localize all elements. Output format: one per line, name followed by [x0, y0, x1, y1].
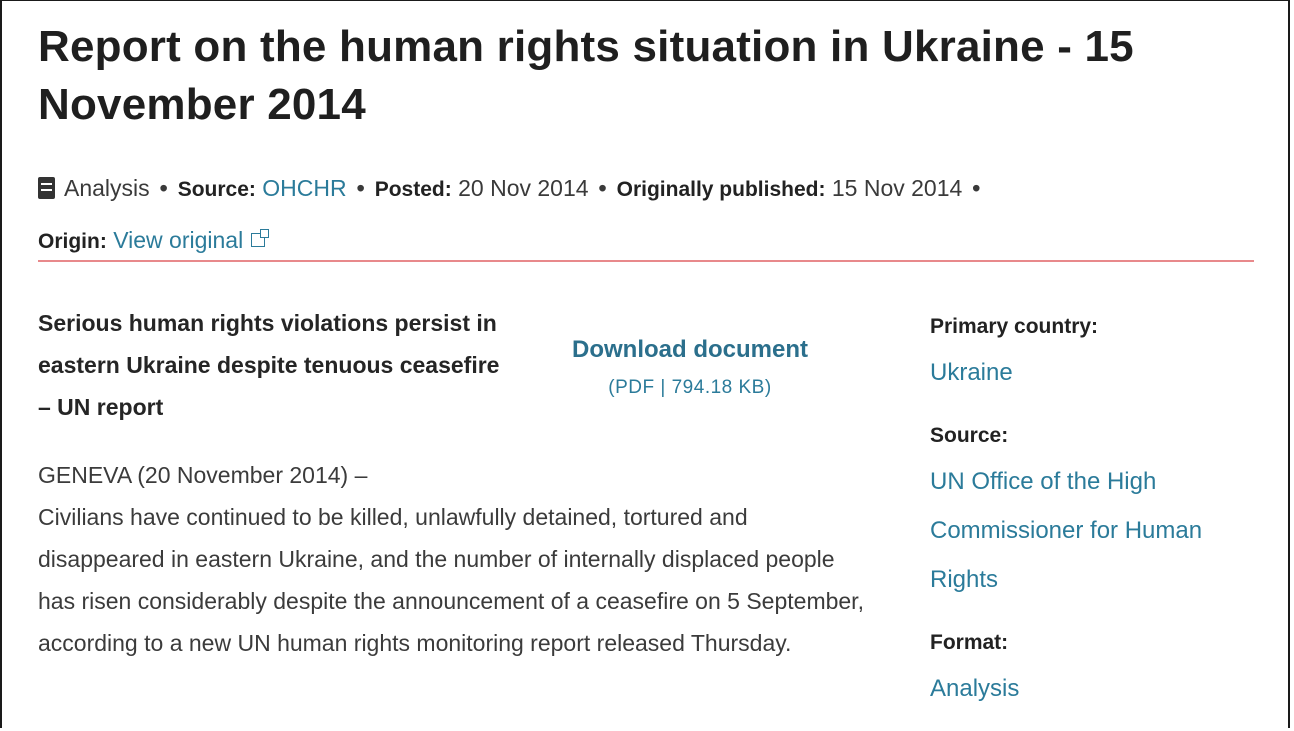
document-icon	[38, 177, 55, 199]
separator-dot: •	[159, 175, 168, 201]
article-body: GENEVA (20 November 2014) – Civilians ha…	[38, 454, 868, 664]
primary-country-group: Primary country: Ukraine	[930, 306, 1260, 397]
external-link-icon[interactable]	[251, 229, 270, 247]
primary-country-label: Primary country:	[930, 315, 1099, 338]
content-type: Analysis	[64, 175, 150, 201]
sidebar-source-label: Source:	[930, 424, 1009, 447]
primary-country-link[interactable]: Ukraine	[930, 359, 1013, 386]
lead-headline: Serious human rights violations persist …	[38, 310, 500, 420]
body-paragraph: Civilians have continued to be killed, u…	[38, 504, 864, 656]
meta-bar: Analysis • Source: OHCHR • Posted: 20 Nov 20…	[38, 163, 1258, 267]
download-file-info: (PDF | 794.18 KB)	[608, 377, 772, 398]
format-group: Format: Analysis	[930, 622, 1260, 713]
dateline: GENEVA (20 November 2014) –	[38, 462, 368, 488]
source-link[interactable]: OHCHR	[262, 175, 347, 201]
sidebar: Primary country: Ukraine Source: UN Offi…	[930, 306, 1260, 731]
sidebar-source-link[interactable]: UN Office of the High Commissioner for H…	[930, 468, 1203, 593]
published-label: Originally published:	[616, 178, 826, 201]
download-document-link[interactable]: Download document	[572, 336, 808, 363]
published-date: 15 Nov 2014	[831, 175, 963, 201]
source-group: Source: UN Office of the High Commission…	[930, 415, 1260, 604]
format-link[interactable]: Analysis	[930, 675, 1020, 702]
separator-dot: •	[598, 175, 607, 201]
separator-dot: •	[356, 175, 365, 201]
header-divider	[38, 260, 1254, 262]
posted-label: Posted:	[374, 178, 452, 201]
origin-label: Origin:	[38, 230, 107, 253]
posted-date: 20 Nov 2014	[458, 175, 589, 201]
download-block: Download document (PDF | 794.18 KB)	[540, 330, 840, 406]
separator-dot: •	[972, 175, 981, 201]
format-label: Format:	[930, 631, 1009, 654]
page-title: Report on the human rights situation in …	[38, 22, 1134, 129]
view-original-link[interactable]: View original	[113, 227, 244, 253]
source-label: Source:	[177, 178, 256, 201]
